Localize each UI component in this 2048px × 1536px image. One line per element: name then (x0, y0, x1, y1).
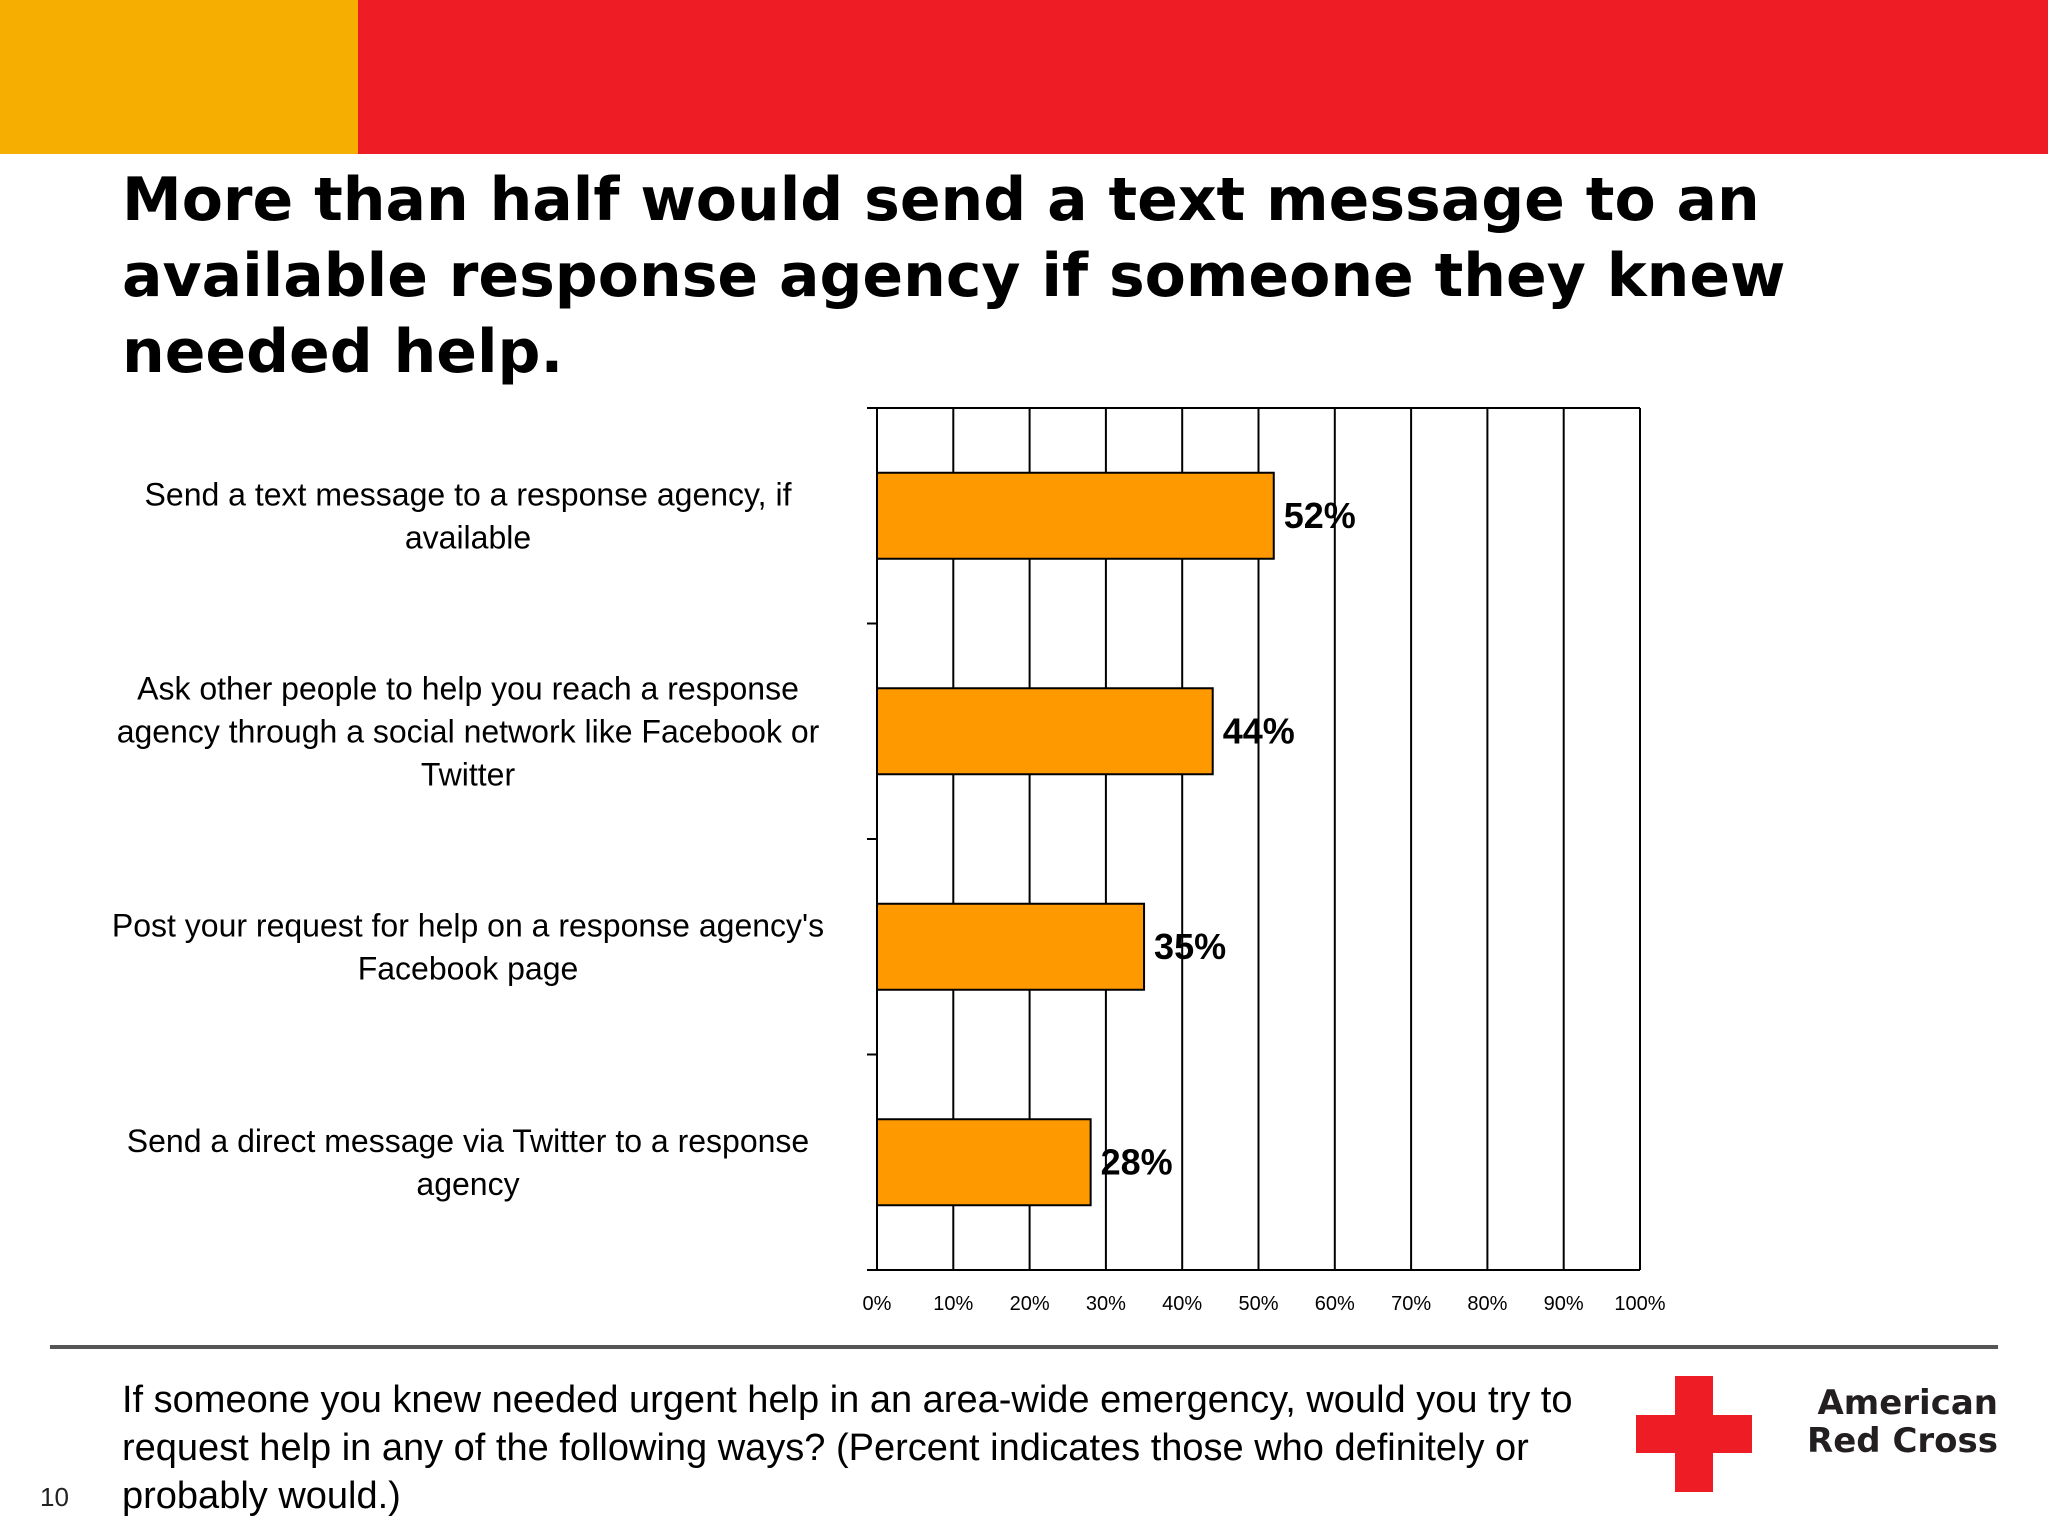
bar-1 (876, 687, 1214, 776)
slide-title: More than half would send a text message… (122, 165, 1786, 387)
data-label-2: 35% (1154, 926, 1226, 967)
x-tick-label-1: 10% (933, 1293, 973, 1315)
data-label-1: 44% (1223, 710, 1295, 751)
bar-2 (876, 902, 1146, 991)
red-cross-icon (1636, 1376, 1752, 1492)
category-label-2: Post your request for help on a response… (112, 907, 824, 986)
x-tick-label-6: 60% (1315, 1293, 1355, 1315)
x-tick-label-10: 100% (1614, 1293, 1665, 1315)
data-label-3: 28% (1101, 1141, 1173, 1182)
header-band-red (358, 0, 2048, 154)
page-number: 10 (40, 1482, 69, 1512)
x-tick-label-2: 20% (1010, 1293, 1050, 1315)
category-label-1: Ask other people to help you reach a res… (117, 670, 820, 792)
category-label-0: Send a text message to a response agency… (145, 476, 792, 555)
footer-divider (50, 1345, 1998, 1349)
x-tick-label-3: 30% (1086, 1293, 1126, 1315)
x-tick-label-5: 50% (1238, 1293, 1278, 1315)
x-tick-label-9: 90% (1544, 1293, 1584, 1315)
logo-wordmark: American Red Cross (1807, 1383, 1998, 1461)
category-label-3: Send a direct message via Twitter to a r… (127, 1123, 809, 1202)
x-tick-label-4: 40% (1162, 1293, 1202, 1315)
survey-question: If someone you knew needed urgent help i… (122, 1379, 1573, 1517)
bar-chart: 0% 10% 20% 30% 40% 50% 60% 70% 80% 90% 100% 52% Send… (112, 407, 1666, 1315)
x-tick-label-7: 70% (1391, 1293, 1431, 1315)
data-label-0: 52% (1284, 495, 1356, 536)
x-tick-label-8: 80% (1467, 1293, 1507, 1315)
header-band-gold (0, 0, 358, 154)
x-tick-label-0: 0% (863, 1293, 892, 1315)
bar-0 (876, 471, 1275, 560)
bar-3 (876, 1118, 1092, 1207)
